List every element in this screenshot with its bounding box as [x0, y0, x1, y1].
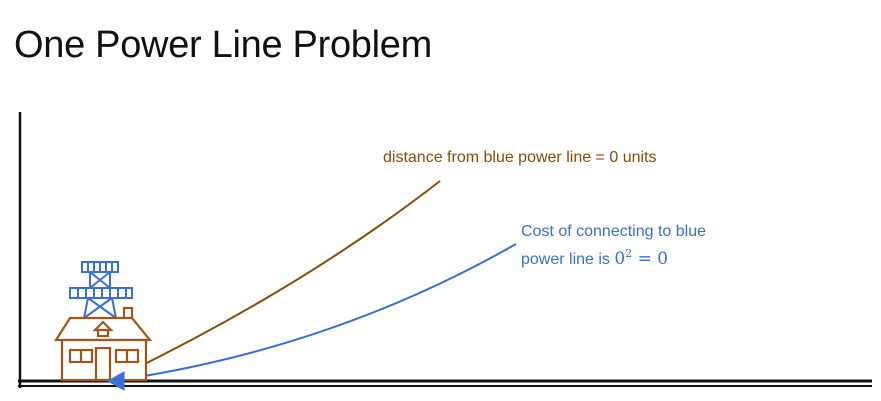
cost-label: Cost of connecting to blue power line is… [521, 221, 706, 271]
power-tower-icon [69, 261, 133, 319]
cost-curve [111, 243, 517, 382]
cost-formula-result: = 0 [632, 249, 669, 269]
distance-label: distance from blue power line = 0 units [383, 149, 657, 166]
cost-label-line2: power line is 02 = 0 [521, 243, 706, 271]
cost-label-line1: Cost of connecting to blue [521, 223, 707, 240]
cost-formula-base: 0 [614, 249, 626, 269]
cost-formula: 02 = 0 [614, 247, 669, 269]
cost-label-prefix: power line is [521, 251, 615, 268]
slide-title: One Power Line Problem [14, 24, 432, 66]
cost-formula-exponent: 2 [625, 247, 633, 260]
house-icon [53, 306, 153, 382]
cost-arrow-head [106, 371, 125, 391]
distance-curve [109, 180, 441, 382]
